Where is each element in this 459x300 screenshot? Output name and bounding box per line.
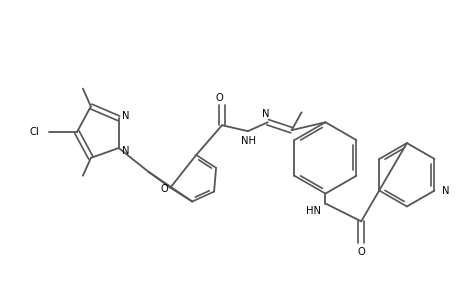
Text: N: N [262,109,269,119]
Text: Cl: Cl [29,127,39,137]
Text: N: N [122,111,129,121]
Text: O: O [215,94,223,103]
Text: HN: HN [305,206,320,216]
Text: O: O [357,247,364,257]
Text: N: N [442,186,449,196]
Text: O: O [160,184,168,194]
Text: NH: NH [241,136,256,146]
Text: N: N [122,146,129,156]
